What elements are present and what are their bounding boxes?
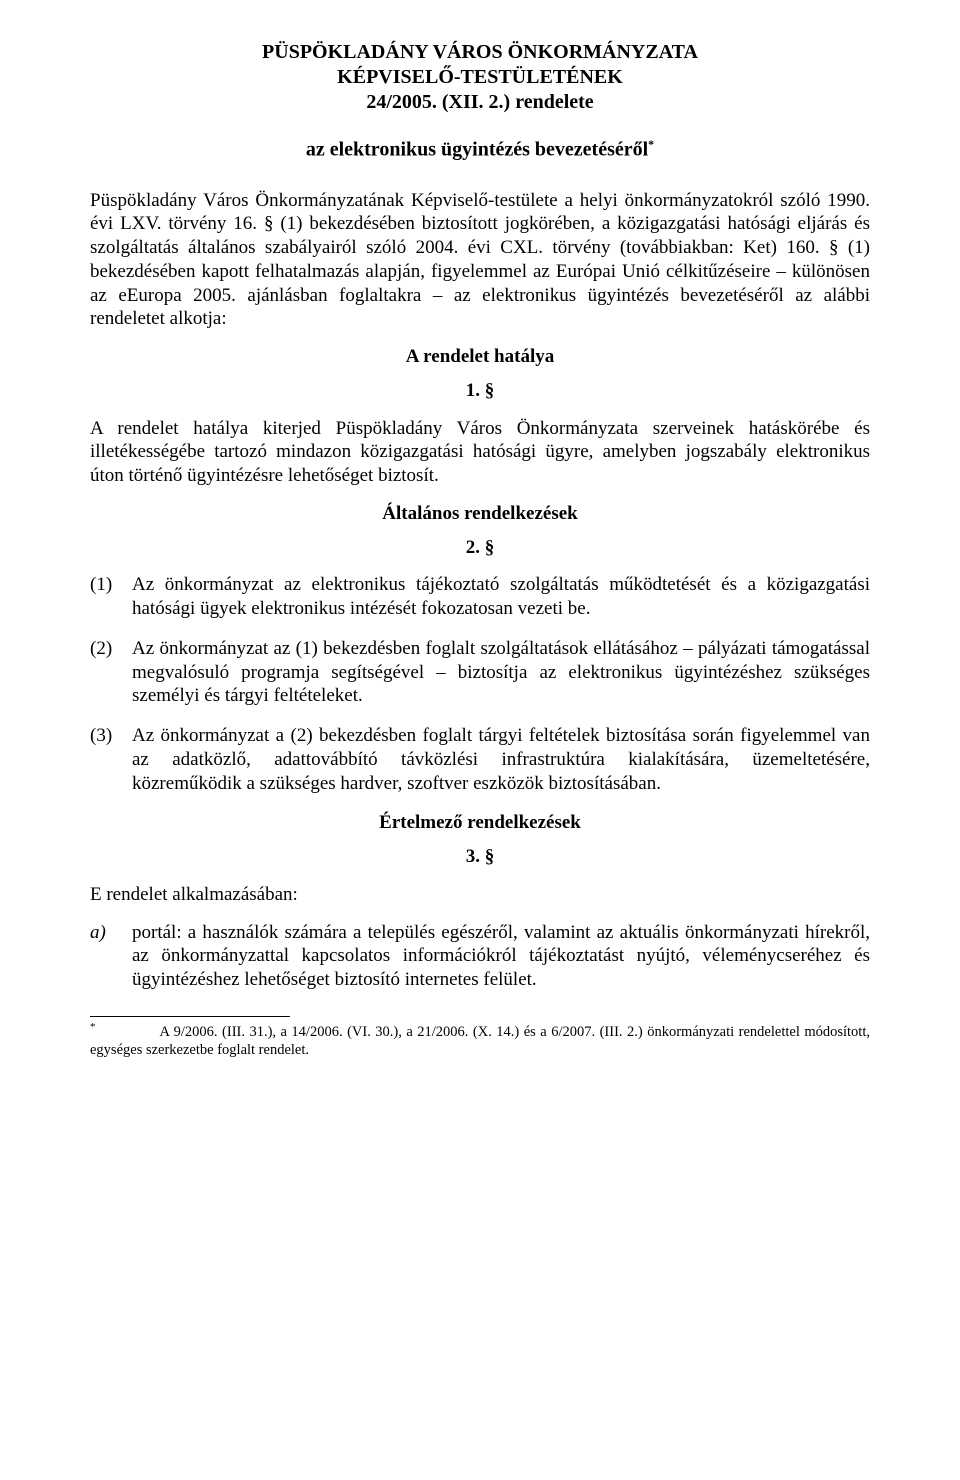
footnote-reference: *	[648, 137, 654, 151]
title-line-1: PÜSPÖKLADÁNY VÁROS ÖNKORMÁNYZATA	[90, 40, 870, 65]
subtitle-text: az elektronikus ügyintézés bevezetéséről	[306, 139, 648, 161]
item-marker: (1)	[90, 573, 132, 597]
section-1-heading: A rendelet hatálya	[90, 345, 870, 369]
item-text: Az önkormányzat az (1) bekezdésben fogla…	[132, 637, 870, 708]
definition-marker: a)	[90, 921, 132, 945]
section-1-number: 1. §	[90, 379, 870, 403]
section-2-item-2: (2) Az önkormányzat az (1) bekezdésben f…	[90, 637, 870, 708]
document-page: PÜSPÖKLADÁNY VÁROS ÖNKORMÁNYZATA KÉPVISE…	[0, 0, 960, 1480]
item-marker: (3)	[90, 724, 132, 748]
section-2-item-1: (1) Az önkormányzat az elektronikus tájé…	[90, 573, 870, 621]
footnote-text: A 9/2006. (III. 31.), a 14/2006. (VI. 30…	[90, 1024, 870, 1058]
footnote-marker: *	[90, 1021, 96, 1033]
section-2-item-3: (3) Az önkormányzat a (2) bekezdésben fo…	[90, 724, 870, 795]
section-1-paragraph: A rendelet hatálya kiterjed Püspökladány…	[90, 417, 870, 488]
section-2-number: 2. §	[90, 536, 870, 560]
footnote-separator	[90, 1016, 290, 1017]
item-text: Az önkormányzat az elektronikus tájékozt…	[132, 573, 870, 621]
definition-a: a) portál: a használók számára a települ…	[90, 921, 870, 992]
section-3-intro: E rendelet alkalmazásában:	[90, 883, 870, 907]
document-title: PÜSPÖKLADÁNY VÁROS ÖNKORMÁNYZATA KÉPVISE…	[90, 40, 870, 115]
footnote: *A 9/2006. (III. 31.), a 14/2006. (VI. 3…	[90, 1021, 870, 1059]
definition-text: portál: a használók számára a település …	[132, 921, 870, 992]
section-3-heading: Értelmező rendelkezések	[90, 811, 870, 835]
item-marker: (2)	[90, 637, 132, 661]
preamble: Püspökladány Város Önkormányzatának Képv…	[90, 189, 870, 332]
title-line-2: KÉPVISELŐ-TESTÜLETÉNEK	[90, 65, 870, 90]
item-text: Az önkormányzat a (2) bekezdésben foglal…	[132, 724, 870, 795]
section-2-heading: Általános rendelkezések	[90, 502, 870, 526]
document-subtitle: az elektronikus ügyintézés bevezetéséről…	[90, 137, 870, 163]
title-line-3: 24/2005. (XII. 2.) rendelete	[90, 90, 870, 115]
section-3-number: 3. §	[90, 845, 870, 869]
